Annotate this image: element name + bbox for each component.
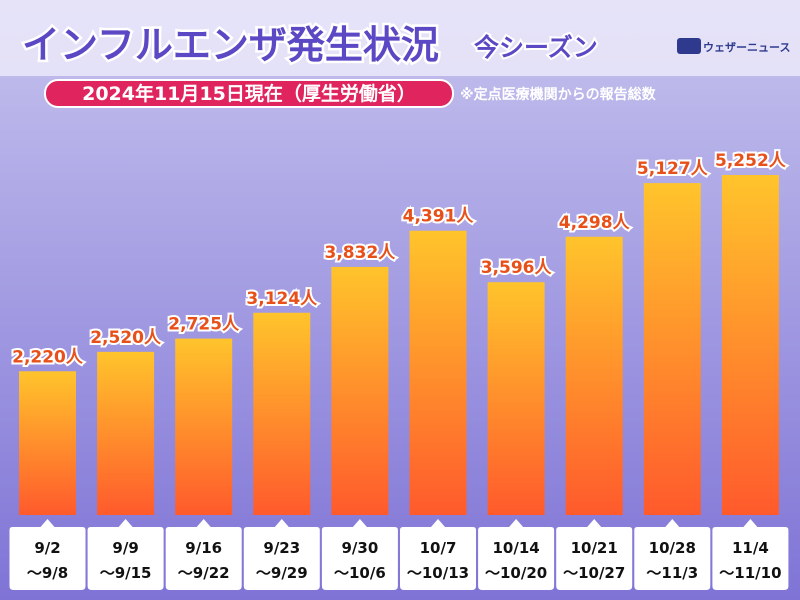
x-tick-label: 〜10/20 — [485, 564, 547, 582]
chart-title: インフルエンザ発生状況 — [22, 23, 439, 67]
value-label: 3,124人 — [246, 289, 318, 309]
logo-icon — [677, 38, 701, 54]
value-label: 3,832人 — [325, 243, 397, 263]
x-tick-label: 9/9 — [112, 539, 138, 557]
bar — [19, 371, 76, 515]
value-label: 4,298人 — [559, 213, 631, 233]
bar — [175, 338, 233, 515]
x-tick-label: 9/16 — [185, 539, 222, 557]
header-band — [0, 0, 800, 76]
value-label: 5,127人 — [637, 159, 709, 179]
category-box — [321, 519, 398, 590]
bar — [253, 312, 311, 515]
bar — [331, 266, 389, 515]
x-tick-label: 〜9/8 — [27, 564, 68, 582]
x-tick-label: 9/30 — [342, 539, 379, 557]
bar — [643, 183, 701, 515]
value-label: 3,596人 — [481, 258, 553, 278]
category-box — [165, 519, 242, 590]
bar — [721, 175, 779, 515]
x-tick-label: 〜10/6 — [334, 564, 386, 582]
bar — [487, 282, 545, 515]
bar — [409, 230, 467, 515]
subtitle: 2024年11月15日現在（厚生労働省） — [82, 82, 416, 105]
x-tick-label: 11/4 — [732, 539, 769, 557]
category-box — [243, 519, 320, 590]
x-tick-label: 〜10/27 — [563, 564, 625, 582]
value-label: 2,520人 — [90, 328, 162, 348]
category-box — [556, 519, 633, 590]
category-box — [478, 519, 555, 590]
x-tick-label: 〜9/15 — [100, 564, 152, 582]
category-box — [400, 519, 476, 590]
subtitle-pill — [44, 79, 454, 108]
logo-text: ウェザーニュース — [703, 41, 790, 54]
note: ※定点医療機関からの報告総数 — [460, 86, 657, 103]
x-tick-label: 〜11/3 — [646, 564, 698, 582]
x-tick-label: 〜9/22 — [178, 564, 230, 582]
bar — [565, 236, 623, 515]
x-tick-label: 9/2 — [34, 539, 60, 557]
x-tick-label: 10/14 — [492, 539, 539, 557]
value-label: 4,391人 — [403, 207, 475, 227]
x-tick-label: 10/21 — [571, 539, 618, 557]
category-box — [712, 519, 789, 590]
value-label: 2,725人 — [168, 315, 240, 335]
value-label: 5,252人 — [715, 151, 787, 171]
x-tick-label: 9/23 — [263, 539, 300, 557]
x-tick-label: 〜9/29 — [256, 564, 308, 582]
x-tick-label: 10/28 — [649, 539, 696, 557]
x-tick-label: 〜11/10 — [719, 564, 781, 582]
title-suffix: 今シーズン — [474, 33, 598, 62]
category-box — [634, 519, 711, 590]
x-tick-label: 10/7 — [420, 539, 457, 557]
value-label: 2,220人 — [12, 347, 84, 367]
x-tick-label: 〜10/13 — [407, 564, 469, 582]
category-box — [9, 519, 86, 590]
category-box — [87, 519, 164, 590]
bar — [97, 351, 155, 515]
